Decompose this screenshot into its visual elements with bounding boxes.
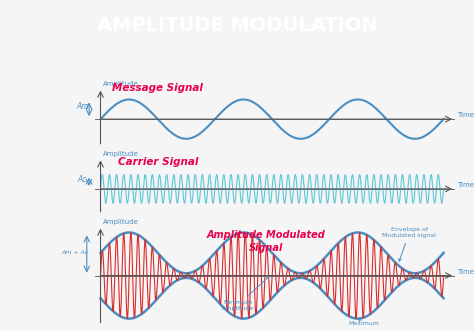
Text: Amplitude: Amplitude <box>103 151 138 157</box>
Text: Am: Am <box>76 102 89 111</box>
Text: Am + Ac: Am + Ac <box>62 250 89 255</box>
Text: Amplitude: Amplitude <box>103 81 138 87</box>
Text: Amplitude Modulated
Signal: Amplitude Modulated Signal <box>207 230 326 253</box>
Text: Carrier Signal: Carrier Signal <box>118 157 198 166</box>
Text: Amplitude: Amplitude <box>103 219 138 225</box>
Text: Message Signal: Message Signal <box>112 83 203 93</box>
Text: Maximum: Maximum <box>348 319 379 326</box>
Text: Time: Time <box>457 182 474 188</box>
Text: Ac: Ac <box>77 175 87 184</box>
Text: Minimum
Amplitude: Minimum Amplitude <box>222 276 269 310</box>
Text: Time: Time <box>457 269 474 275</box>
Text: Envelope of
Modulated signal: Envelope of Modulated signal <box>383 227 436 261</box>
Text: AMPLITUDE MODULATION: AMPLITUDE MODULATION <box>97 16 377 35</box>
Text: Time: Time <box>457 112 474 118</box>
